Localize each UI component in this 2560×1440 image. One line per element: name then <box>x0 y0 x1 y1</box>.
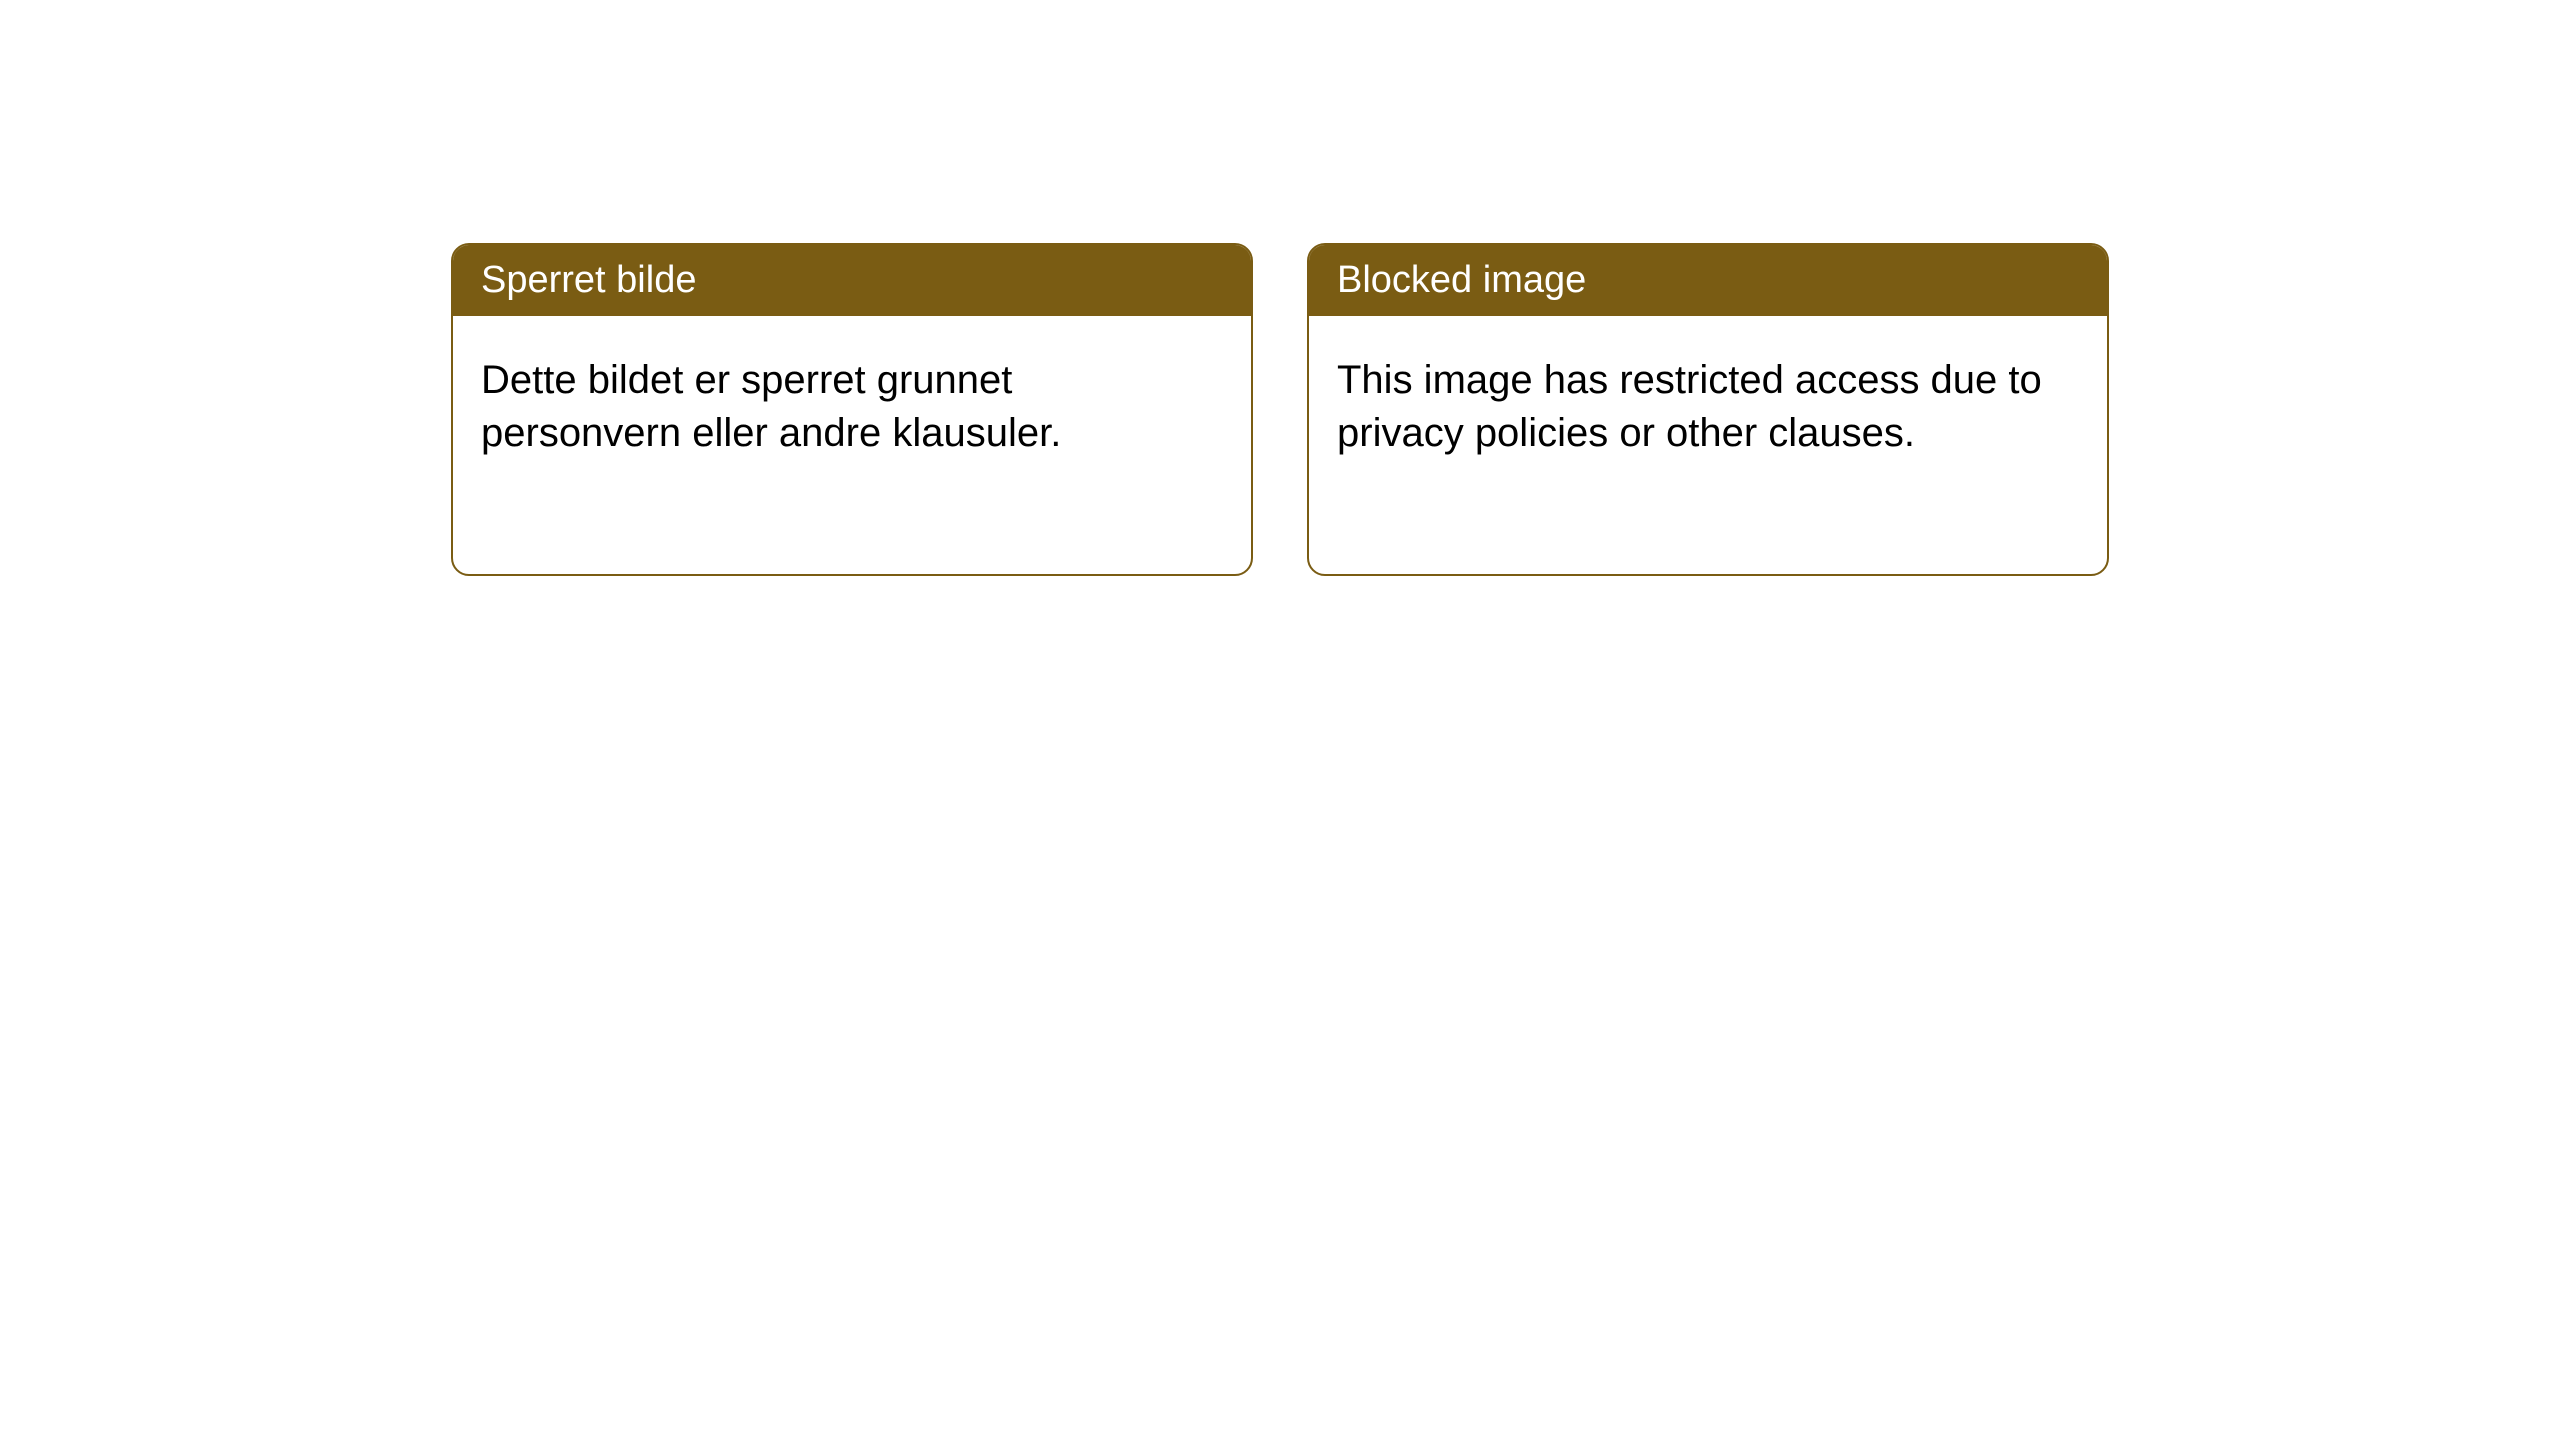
notice-card-norwegian: Sperret bilde Dette bildet er sperret gr… <box>451 243 1253 576</box>
card-body: Dette bildet er sperret grunnet personve… <box>453 316 1251 498</box>
card-message: This image has restricted access due to … <box>1337 358 2042 455</box>
notice-container: Sperret bilde Dette bildet er sperret gr… <box>0 0 2560 576</box>
card-title: Sperret bilde <box>481 259 696 301</box>
card-header: Sperret bilde <box>453 245 1251 316</box>
card-body: This image has restricted access due to … <box>1309 316 2107 498</box>
card-header: Blocked image <box>1309 245 2107 316</box>
notice-card-english: Blocked image This image has restricted … <box>1307 243 2109 576</box>
card-title: Blocked image <box>1337 259 1586 301</box>
card-message: Dette bildet er sperret grunnet personve… <box>481 358 1061 455</box>
